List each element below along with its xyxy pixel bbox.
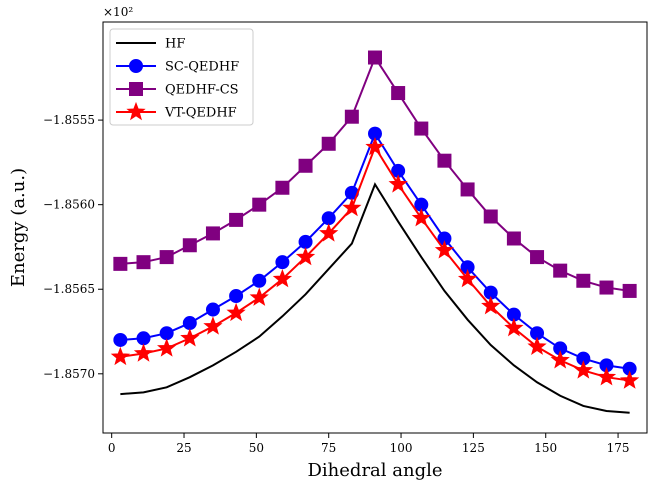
y-tick-label: −1.8570 xyxy=(43,367,95,381)
x-tick-label: 50 xyxy=(249,441,264,455)
data-point-qedhf-cs xyxy=(182,238,197,253)
data-point-vt-qedhf xyxy=(527,336,547,355)
series-hf xyxy=(120,182,630,414)
x-tick-label: 175 xyxy=(607,441,630,455)
data-point-sc-qedhf xyxy=(252,273,267,288)
data-point-vt-qedhf xyxy=(620,370,640,389)
data-point-sc-qedhf xyxy=(113,332,128,347)
x-axis-label: Dihedral angle xyxy=(307,460,442,481)
legend: HF SC-QEDHF QEDHF-CS VT-QEDHF xyxy=(109,28,254,126)
data-point-vt-qedhf xyxy=(573,360,593,379)
data-point-qedhf-cs xyxy=(229,212,244,227)
data-point-qedhf-cs xyxy=(368,50,382,65)
x-tick-label: 150 xyxy=(534,441,557,455)
data-point-vt-qedhf xyxy=(434,240,455,259)
data-point-sc-qedhf xyxy=(136,331,151,346)
data-point-qedhf-cs xyxy=(275,180,290,195)
data-point-sc-qedhf xyxy=(182,316,197,331)
data-point-qedhf-cs xyxy=(530,250,545,265)
data-point-qedhf-cs xyxy=(553,263,568,278)
data-point-vt-qedhf xyxy=(249,287,269,306)
x-tick-label: 100 xyxy=(390,441,413,455)
data-point-vt-qedhf xyxy=(272,268,293,288)
data-point-vt-qedhf xyxy=(203,316,223,335)
data-point-qedhf-cs xyxy=(298,158,313,173)
plot-frame xyxy=(102,21,648,434)
legend-marker xyxy=(129,59,143,73)
data-point-vt-qedhf xyxy=(596,367,617,386)
data-point-vt-qedhf xyxy=(180,328,200,347)
y-axis-label: Energy (a.u.) xyxy=(8,168,29,287)
data-point-vt-qedhf xyxy=(295,246,316,266)
data-point-qedhf-cs xyxy=(159,250,174,265)
y-tick-label: −1.8565 xyxy=(43,282,95,296)
legend-label: HF xyxy=(165,37,185,52)
y-tick-label: −1.8560 xyxy=(43,198,95,212)
data-point-qedhf-cs xyxy=(622,283,637,298)
data-point-vt-qedhf xyxy=(388,174,408,193)
data-point-qedhf-cs xyxy=(483,209,498,224)
data-point-qedhf-cs xyxy=(391,86,406,101)
legend-item-qedhf-cs: QEDHF-CS xyxy=(116,82,239,98)
data-point-vt-qedhf xyxy=(365,137,385,156)
series-vt-qedhf xyxy=(110,137,640,389)
data-point-vt-qedhf xyxy=(457,268,478,288)
data-point-qedhf-cs xyxy=(506,231,521,246)
data-point-qedhf-cs xyxy=(599,280,614,295)
y-tick-label: −1.8555 xyxy=(43,113,95,127)
data-point-qedhf-cs xyxy=(344,109,359,124)
data-point-sc-qedhf xyxy=(205,302,220,317)
legend-item-hf: HF xyxy=(116,37,185,52)
data-point-vt-qedhf xyxy=(319,223,339,242)
data-point-qedhf-cs xyxy=(437,153,452,168)
y-axis-ticks: −1.8570 −1.8565 −1.8560 −1.8555 xyxy=(43,113,103,381)
legend-label: QEDHF-CS xyxy=(165,83,239,98)
data-point-sc-qedhf xyxy=(159,326,174,341)
x-tick-label: 0 xyxy=(108,441,116,455)
data-point-qedhf-cs xyxy=(460,182,475,197)
legend-marker xyxy=(129,82,143,96)
data-point-vt-qedhf xyxy=(481,296,501,315)
data-point-vt-qedhf xyxy=(226,302,246,322)
data-point-vt-qedhf xyxy=(504,318,524,337)
x-tick-label: 125 xyxy=(462,441,485,455)
x-tick-label: 25 xyxy=(176,441,191,455)
legend-label: SC-QEDHF xyxy=(165,60,239,75)
data-point-sc-qedhf xyxy=(321,211,336,226)
data-point-qedhf-cs xyxy=(321,136,336,151)
data-point-qedhf-cs xyxy=(136,255,151,270)
data-point-vt-qedhf xyxy=(550,350,570,369)
legend-box xyxy=(109,28,254,126)
legend-marker xyxy=(126,101,146,121)
series-layer xyxy=(110,50,640,414)
data-point-qedhf-cs xyxy=(113,256,128,271)
data-point-vt-qedhf xyxy=(342,197,362,217)
data-point-vt-qedhf xyxy=(110,346,130,366)
data-point-qedhf-cs xyxy=(252,197,267,212)
x-axis-ticks: 0 25 50 75 100 125 150 175 xyxy=(108,433,630,455)
data-point-sc-qedhf xyxy=(229,289,244,303)
y-offset-label: ×10² xyxy=(103,5,133,19)
series-qedhf-cs xyxy=(113,50,637,298)
data-point-qedhf-cs xyxy=(576,273,591,288)
series-line-hf xyxy=(120,182,630,414)
data-point-qedhf-cs xyxy=(414,121,429,136)
x-tick-label: 75 xyxy=(321,441,336,455)
legend-item-vt-qedhf: VT-QEDHF xyxy=(116,101,237,121)
data-point-vt-qedhf xyxy=(133,343,154,362)
data-point-sc-qedhf xyxy=(298,234,313,249)
data-point-vt-qedhf xyxy=(157,338,177,357)
data-point-vt-qedhf xyxy=(411,208,431,227)
legend-item-sc-qedhf: SC-QEDHF xyxy=(116,59,239,75)
data-point-sc-qedhf xyxy=(275,255,290,270)
series-sc-qedhf xyxy=(113,126,637,376)
data-point-qedhf-cs xyxy=(205,226,220,241)
legend-label: VT-QEDHF xyxy=(164,106,237,121)
